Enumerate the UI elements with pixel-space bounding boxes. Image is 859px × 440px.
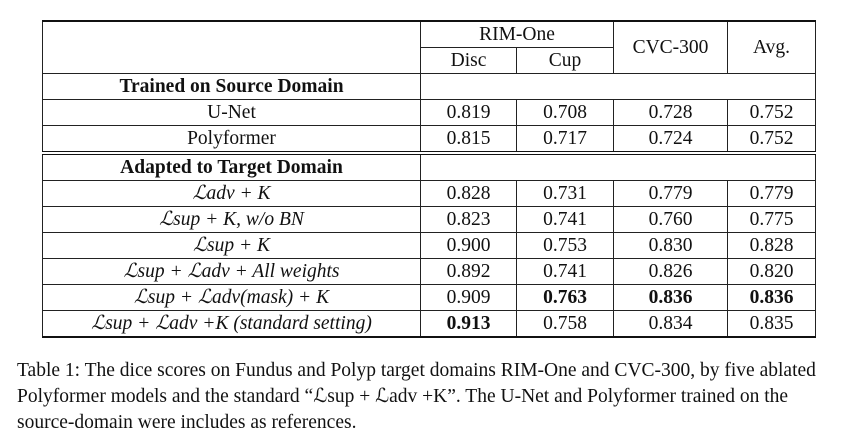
cup-cell: 0.731 [516, 180, 614, 207]
header-row-1: RIM-One CVC-300 Avg. [42, 20, 816, 74]
header-disc: Disc [420, 47, 517, 74]
avg-cell: 0.752 [727, 99, 816, 126]
cvc-cell: 0.728 [613, 99, 728, 126]
table-row: ℒsup + K, w/o BN 0.823 0.741 0.760 0.775 [42, 206, 816, 233]
avg-cell-best: 0.836 [727, 284, 816, 311]
method-cell: ℒsup + ℒadv(mask) + K [42, 284, 421, 311]
disc-cell: 0.815 [420, 125, 517, 154]
cvc-cell-best: 0.836 [613, 284, 728, 311]
disc-cell: 0.909 [420, 284, 517, 311]
table-row: ℒsup + ℒadv(mask) + K 0.909 0.763 0.836 … [42, 284, 816, 311]
cup-cell: 0.717 [516, 125, 614, 154]
method-cell: ℒsup + K [42, 232, 421, 259]
disc-cell: 0.892 [420, 258, 517, 285]
method-cell: U-Net [42, 99, 421, 126]
header-rim-one: RIM-One [420, 20, 614, 48]
section-source-label: Trained on Source Domain [42, 73, 421, 100]
cvc-cell: 0.779 [613, 180, 728, 207]
header-cup: Cup [516, 47, 614, 74]
cup-cell: 0.753 [516, 232, 614, 259]
table-row: ℒsup + ℒadv + All weights 0.892 0.741 0.… [42, 258, 816, 285]
cvc-cell: 0.834 [613, 310, 728, 338]
disc-cell-best: 0.913 [420, 310, 517, 338]
avg-cell: 0.835 [727, 310, 816, 338]
cvc-cell: 0.826 [613, 258, 728, 285]
table-row: Polyformer 0.815 0.717 0.724 0.752 [42, 125, 816, 154]
cup-cell-best: 0.763 [516, 284, 614, 311]
avg-cell: 0.820 [727, 258, 816, 285]
table-row: ℒadv + K 0.828 0.731 0.779 0.779 [42, 180, 816, 207]
avg-cell: 0.779 [727, 180, 816, 207]
header-cvc-300: CVC-300 [613, 20, 728, 74]
section-target-label: Adapted to Target Domain [42, 151, 421, 181]
method-cell: ℒsup + ℒadv + All weights [42, 258, 421, 285]
avg-cell: 0.828 [727, 232, 816, 259]
cup-cell: 0.741 [516, 206, 614, 233]
method-cell: ℒadv + K [42, 180, 421, 207]
disc-cell: 0.900 [420, 232, 517, 259]
table-row: ℒsup + K 0.900 0.753 0.830 0.828 [42, 232, 816, 259]
method-cell: ℒsup + K, w/o BN [42, 206, 421, 233]
section-target-blank [420, 151, 816, 181]
method-cell: ℒsup + ℒadv +K (standard setting) [42, 310, 421, 338]
disc-cell: 0.819 [420, 99, 517, 126]
cup-cell: 0.741 [516, 258, 614, 285]
section-source-row: Trained on Source Domain [42, 73, 816, 100]
cup-cell: 0.758 [516, 310, 614, 338]
header-method-cell [42, 20, 421, 74]
avg-cell: 0.752 [727, 125, 816, 154]
method-cell: Polyformer [42, 125, 421, 154]
section-source-blank [420, 73, 816, 100]
cup-cell: 0.708 [516, 99, 614, 126]
table-row: ℒsup + ℒadv +K (standard setting) 0.913 … [42, 310, 816, 338]
header-row-2: Disc Cup [43, 47, 816, 74]
section-target-row: Adapted to Target Domain [42, 151, 816, 181]
header-avg: Avg. [727, 20, 816, 74]
cvc-cell: 0.760 [613, 206, 728, 233]
avg-cell: 0.775 [727, 206, 816, 233]
cvc-cell: 0.724 [613, 125, 728, 154]
cvc-cell: 0.830 [613, 232, 728, 259]
disc-cell: 0.823 [420, 206, 517, 233]
disc-cell: 0.828 [420, 180, 517, 207]
table-caption: Table 1: The dice scores on Fundus and P… [17, 360, 816, 433]
results-table: RIM-One CVC-300 Avg. Disc Cup Trained on… [42, 20, 816, 338]
table-row: U-Net 0.819 0.708 0.728 0.752 [42, 99, 816, 126]
